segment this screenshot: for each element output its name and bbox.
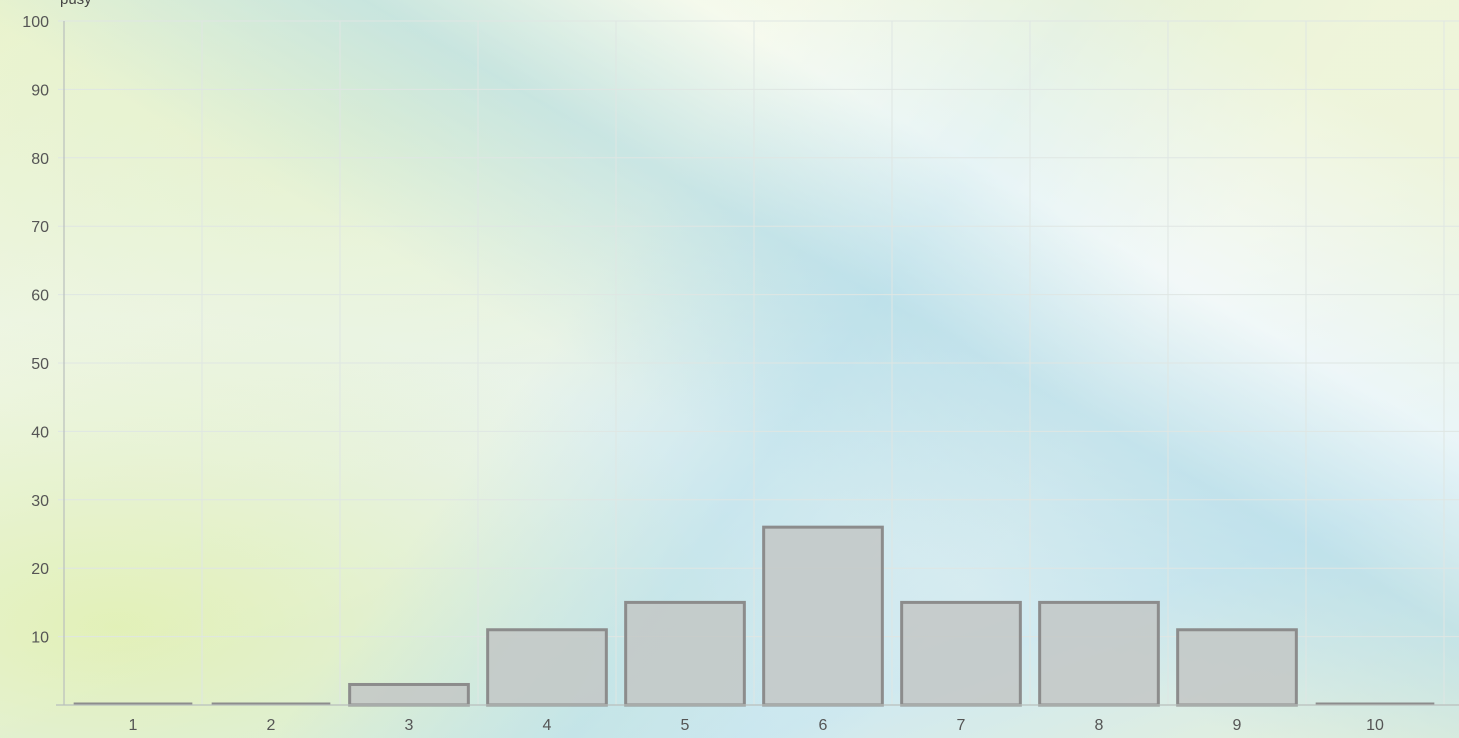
x-tick-label: 7 bbox=[957, 717, 966, 734]
y-tick-label: 50 bbox=[31, 356, 49, 373]
x-tick-label: 3 bbox=[405, 717, 414, 734]
cropped-header-text: pusy bbox=[60, 0, 92, 8]
axes bbox=[56, 21, 1459, 706]
y-tick-label: 20 bbox=[31, 561, 49, 578]
bar bbox=[348, 682, 470, 707]
y-tick-label: 60 bbox=[31, 288, 49, 305]
y-tick-label: 40 bbox=[31, 424, 49, 441]
y-tick-label: 30 bbox=[31, 493, 49, 510]
bar bbox=[486, 628, 608, 707]
x-tick-label: 1 bbox=[129, 717, 138, 734]
x-tick-label: 6 bbox=[819, 717, 828, 734]
grid-lines bbox=[58, 20, 1459, 705]
y-tick-label: 10 bbox=[31, 630, 49, 647]
y-tick-label: 70 bbox=[31, 219, 49, 236]
y-tick-label: 100 bbox=[22, 14, 49, 31]
bar bbox=[762, 525, 884, 707]
bar bbox=[1176, 628, 1298, 707]
x-tick-label: 9 bbox=[1233, 717, 1242, 734]
x-tick-label: 5 bbox=[681, 717, 690, 734]
bar bbox=[900, 600, 1022, 707]
bar bbox=[624, 600, 746, 707]
x-tick-label: 2 bbox=[267, 717, 276, 734]
x-tick-label: 8 bbox=[1095, 717, 1104, 734]
x-tick-label: 4 bbox=[543, 717, 552, 734]
tick-labels: 10 20 30 40 50 60 70 80 90 100 1 2 3 4 5 6 7 8 9 10 bbox=[22, 14, 1384, 734]
y-tick-label: 90 bbox=[31, 82, 49, 99]
y-tick-label: 80 bbox=[31, 151, 49, 168]
x-tick-label: 10 bbox=[1366, 717, 1384, 734]
bar bbox=[1038, 600, 1160, 707]
